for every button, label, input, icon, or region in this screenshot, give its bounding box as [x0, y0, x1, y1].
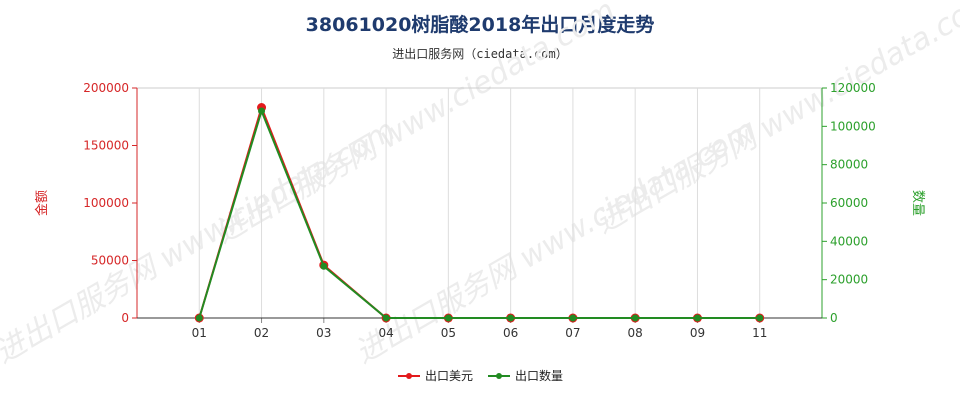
left-tick-label: 150000 [83, 139, 129, 153]
left-tick-label: 0 [121, 311, 129, 325]
right-tick-label: 40000 [830, 234, 868, 248]
series-2-point [195, 314, 203, 322]
x-tick-label: 02 [254, 326, 269, 340]
series-2-point [382, 314, 390, 322]
x-tick-label: 11 [752, 326, 767, 340]
series-2-point [569, 314, 577, 322]
right-tick-label: 120000 [830, 81, 876, 95]
x-tick-label: 01 [192, 326, 207, 340]
series-line-2 [198, 107, 760, 319]
legend-marker-2 [496, 373, 502, 379]
right-tick-label: 20000 [830, 273, 868, 287]
legend-label-1: 出口美元 [425, 369, 473, 383]
series-2-point [444, 314, 452, 322]
right-tick-label: 100000 [830, 119, 876, 133]
left-tick-label: 50000 [91, 254, 129, 268]
series-2-point [320, 262, 328, 270]
series-2-point [258, 107, 266, 115]
x-tick-label: 08 [628, 326, 643, 340]
series-2-point [507, 314, 515, 322]
watermark-text: 进出口服务网 www.ciedata.com [589, 0, 960, 241]
x-tick-label: 06 [503, 326, 518, 340]
x-tick-label: 05 [441, 326, 456, 340]
x-tick-label: 09 [690, 326, 705, 340]
x-tick-label: 03 [316, 326, 331, 340]
series-2-point [631, 314, 639, 322]
chart-subtitle: 进出口服务网（ciedata.com） [392, 47, 568, 61]
left-tick-label: 200000 [83, 81, 129, 95]
right-tick-label: 0 [830, 311, 838, 325]
x-tick-label: 07 [565, 326, 580, 340]
legend-label-2: 出口数量 [515, 368, 563, 383]
chart-title: 38061020树脂酸2018年出口月度走势 [305, 14, 655, 36]
watermark-text: 进出口服务网 www.ciedata.com [209, 0, 621, 251]
x-tick-label: 04 [378, 326, 393, 340]
right-axis-title: 数量 [910, 190, 925, 216]
right-tick-label: 80000 [830, 158, 868, 172]
series-2-point [756, 314, 764, 322]
right-tick-label: 60000 [830, 196, 868, 210]
series-2-point [693, 314, 701, 322]
left-tick-label: 100000 [83, 196, 129, 210]
left-axis-title: 金额 [34, 190, 50, 216]
legend-marker-1 [406, 373, 412, 379]
